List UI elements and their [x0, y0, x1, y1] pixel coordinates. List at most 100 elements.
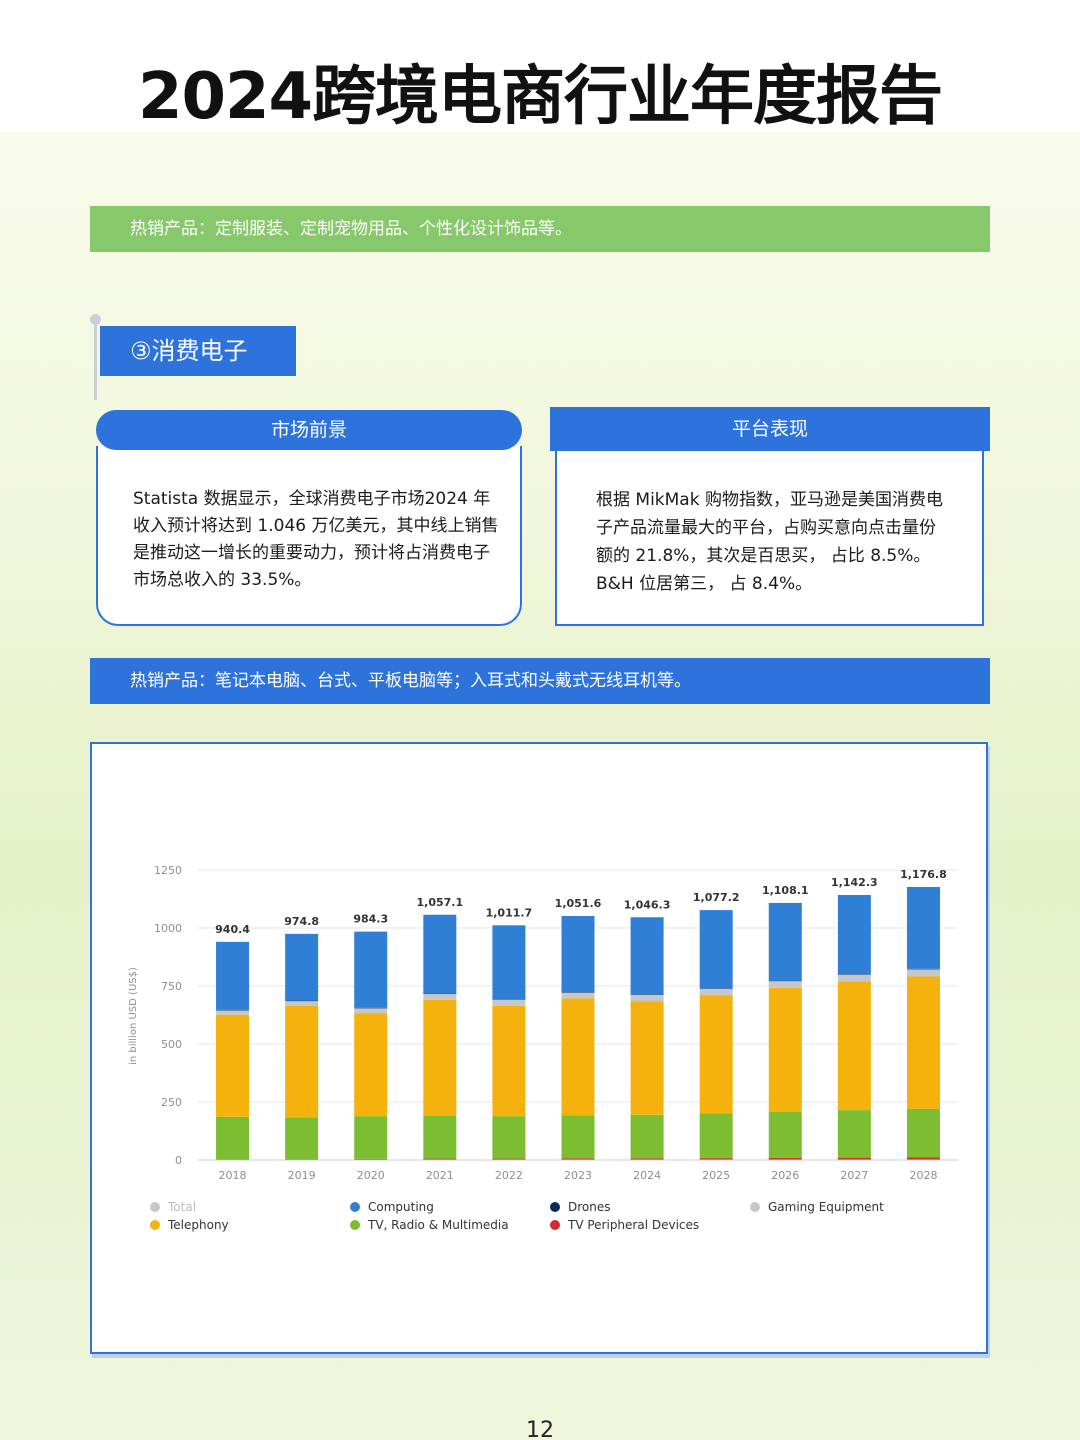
bar-segment: [354, 1158, 388, 1160]
x-tick-label: 2019: [288, 1169, 316, 1182]
bar-segment: [423, 993, 457, 994]
page-number: 12: [526, 1418, 554, 1440]
bar-segment: [354, 931, 388, 1008]
bar-segment: [768, 902, 802, 981]
platform-performance-text: 根据 MikMak 购物指数，亚马逊是美国消费电子产品流量最大的平台，占购买意向…: [596, 490, 943, 594]
bar-segment: [837, 1157, 871, 1160]
legend-label: Computing: [368, 1200, 434, 1214]
total-label: 1,051.6: [555, 897, 602, 910]
bar-segment: [837, 974, 871, 982]
bar-segment: [699, 995, 733, 1114]
total-label: 940.4: [215, 923, 250, 936]
bar-segment: [630, 917, 664, 995]
bar-segment: [699, 1158, 733, 1160]
bar-segment: [699, 988, 733, 989]
bar-segment: [561, 992, 595, 999]
total-label: 1,046.3: [624, 898, 671, 911]
legend-item: Telephony: [150, 1216, 229, 1234]
bar-segment: [492, 1116, 526, 1159]
legend-item: TV Peripheral Devices: [550, 1216, 699, 1234]
bar-segment: [285, 933, 319, 1001]
x-tick-label: 2026: [771, 1169, 799, 1182]
y-tick-label: 0: [175, 1154, 182, 1167]
bar-segment: [285, 1005, 319, 1118]
section-heading: ③消费电子: [100, 326, 296, 376]
bar-segment: [492, 1158, 526, 1160]
y-tick-label: 1250: [154, 864, 182, 877]
bar-segment: [285, 1117, 319, 1160]
bar-segment: [699, 988, 733, 996]
bar-segment: [354, 1013, 388, 1117]
legend-label: Telephony: [168, 1218, 229, 1232]
x-tick-label: 2028: [909, 1169, 937, 1182]
legend-swatch: [550, 1202, 560, 1212]
bar-segment: [906, 1157, 940, 1160]
bar-segment: [906, 976, 940, 1109]
bar-segment: [354, 1008, 388, 1014]
x-tick-label: 2025: [702, 1169, 730, 1182]
bar-segment: [561, 1158, 595, 1160]
market-outlook-text: Statista 数据显示，全球消费电子市场2024 年收入预计将达到 1.04…: [133, 489, 499, 590]
total-label: 974.8: [284, 915, 319, 928]
x-tick-label: 2023: [564, 1169, 592, 1182]
title-band: [0, 0, 1080, 132]
bar-segment: [561, 992, 595, 993]
legend-swatch: [750, 1202, 760, 1212]
hot-products-banner-apparel: 热销产品：定制服装、定制宠物用品、个性化设计饰品等。: [90, 206, 990, 252]
legend-label: Gaming Equipment: [768, 1200, 884, 1214]
bar-segment: [354, 1116, 388, 1159]
legend-swatch: [550, 1220, 560, 1230]
bar-segment: [354, 1007, 388, 1009]
legend-swatch: [150, 1202, 160, 1212]
total-label: 1,077.2: [693, 891, 740, 904]
bar-segment: [837, 981, 871, 1111]
legend-swatch: [150, 1220, 160, 1230]
bar-segment: [837, 894, 871, 975]
bar-segment: [768, 987, 802, 1112]
bar-segment: [216, 941, 250, 1010]
legend-swatch: [350, 1220, 360, 1230]
bar-segment: [630, 1114, 664, 1159]
bar-segment: [561, 1115, 595, 1159]
bar-segment: [699, 910, 733, 989]
total-label: 1,057.1: [416, 896, 463, 909]
bar-segment: [699, 1113, 733, 1159]
market-outlook-card: [96, 446, 522, 626]
legend-swatch: [350, 1202, 360, 1212]
bar-segment: [285, 1000, 319, 1002]
legend-item: Drones: [550, 1198, 611, 1216]
bar-segment: [630, 994, 664, 995]
bar-segment: [492, 999, 526, 1000]
bar-segment: [906, 968, 940, 970]
bar-segment: [561, 998, 595, 1116]
total-label: 1,176.8: [900, 868, 947, 881]
bar-segment: [906, 969, 940, 977]
x-tick-label: 2018: [219, 1169, 247, 1182]
bar-segment: [492, 999, 526, 1006]
section-marker-line: [94, 318, 97, 400]
platform-performance-title: 平台表现: [550, 407, 990, 451]
total-label: 984.3: [353, 913, 388, 926]
x-tick-label: 2020: [357, 1169, 385, 1182]
legend-label: TV, Radio & Multimedia: [368, 1218, 509, 1232]
bar-segment: [285, 1000, 319, 1006]
bar-segment: [492, 925, 526, 1000]
page-title: 2024跨境电商行业年度报告: [137, 60, 943, 134]
bar-segment: [630, 1001, 664, 1115]
x-tick-label: 2027: [840, 1169, 868, 1182]
legend-item: Computing: [350, 1198, 434, 1216]
bar-segment: [768, 1157, 802, 1160]
platform-performance-card: [555, 450, 984, 626]
x-tick-label: 2021: [426, 1169, 454, 1182]
bar-segment: [768, 980, 802, 988]
bar-segment: [423, 999, 457, 1116]
y-tick-label: 750: [161, 980, 182, 993]
y-tick-label: 250: [161, 1096, 182, 1109]
bar-segment: [423, 1115, 457, 1159]
hot-products-banner-electronics: 热销产品：笔记本电脑、台式、平板电脑等；入耳式和头戴式无线耳机等。: [90, 658, 990, 704]
x-tick-label: 2022: [495, 1169, 523, 1182]
legend-label: TV Peripheral Devices: [568, 1218, 700, 1232]
bar-segment: [630, 1158, 664, 1160]
legend-item: Gaming Equipment: [750, 1198, 884, 1216]
